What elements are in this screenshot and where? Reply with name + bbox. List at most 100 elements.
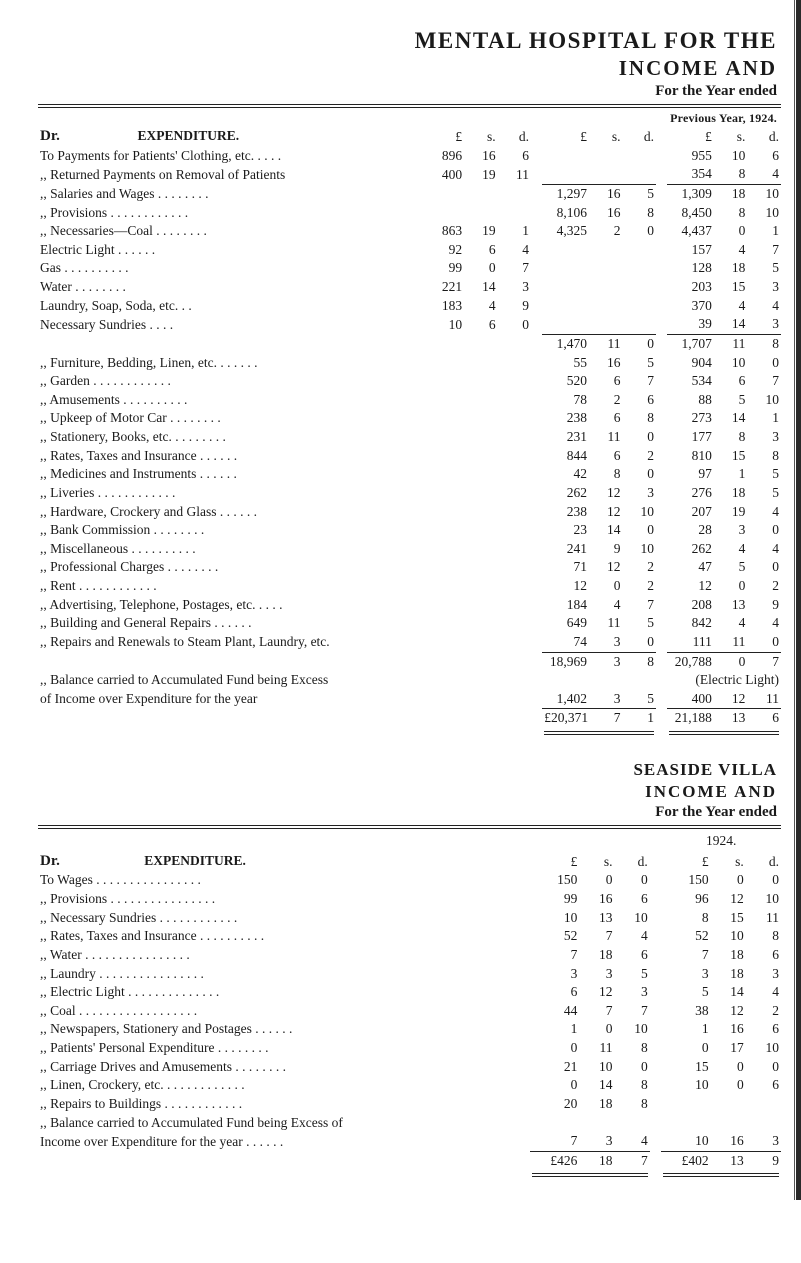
- seaside-header-row: Dr. EXPENDITURE. £ s. d. £ s. d.: [38, 851, 781, 872]
- cell: 5: [622, 354, 655, 373]
- cell: £402: [661, 1152, 710, 1171]
- cell: 3: [661, 965, 710, 984]
- table-row: ,, Stationery, Books, etc. . . . . . . .…: [38, 428, 781, 447]
- cell: 203: [667, 278, 714, 297]
- cell: 7: [622, 596, 655, 615]
- table-row: Electric Light . . . . . .926415747: [38, 241, 781, 260]
- cell: [589, 315, 622, 334]
- table-row: Income over Expenditure for the year . .…: [38, 1132, 781, 1151]
- cell: 5: [615, 965, 650, 984]
- cell: 16: [589, 204, 622, 223]
- cell: [622, 241, 655, 260]
- cell: 16: [711, 1020, 746, 1039]
- cell: 6: [747, 709, 781, 728]
- cell: 0: [615, 1058, 650, 1077]
- cell: 18: [714, 484, 747, 503]
- cell: 0: [579, 1020, 614, 1039]
- hdr: £: [661, 851, 710, 872]
- cell: 0: [615, 871, 650, 890]
- cell: 14: [714, 409, 747, 428]
- cell: 111: [667, 633, 714, 652]
- cell: [589, 241, 622, 260]
- ledger-top: Dr. EXPENDITURE. £ s. d. £ s. d. £ s. d.…: [38, 126, 781, 738]
- page-subtitle: For the Year ended: [38, 83, 777, 100]
- cell: 7: [615, 1152, 650, 1171]
- cell: 221: [417, 278, 464, 297]
- balance-row-2: of Income over Expenditure for the year …: [38, 690, 781, 709]
- cell: [530, 1114, 579, 1133]
- cell: ,, Rates, Taxes and Insurance . . . . . …: [38, 927, 530, 946]
- cell: 17: [711, 1039, 746, 1058]
- cell: [711, 1095, 746, 1114]
- cell: 12: [589, 558, 622, 577]
- cell: [464, 204, 497, 223]
- cell: ,, Medicines and Instruments . . . . . .: [38, 465, 531, 484]
- cell: 2: [622, 558, 655, 577]
- cell: 16: [589, 185, 622, 204]
- table-row: ,, Necessary Sundries . . . . . . . . . …: [38, 909, 781, 928]
- cell: 3: [622, 484, 655, 503]
- cell: 19: [464, 165, 497, 184]
- cell: ,, Rent . . . . . . . . . . . .: [38, 577, 531, 596]
- cell: [498, 204, 531, 223]
- cell: 400: [417, 165, 464, 184]
- cell: 3: [589, 690, 622, 709]
- cell: 10: [530, 909, 579, 928]
- cell: 3: [579, 965, 614, 984]
- cell: 238: [542, 409, 589, 428]
- cell: 10: [661, 1132, 710, 1151]
- cell: 400: [667, 690, 714, 709]
- cell: 10: [747, 185, 781, 204]
- cell: 6: [464, 315, 497, 334]
- cell: ,, Newspapers, Stationery and Postages .…: [38, 1020, 530, 1039]
- page-title-1: MENTAL HOSPITAL FOR THE: [38, 28, 777, 54]
- cell: 4: [714, 241, 747, 260]
- cell: 2: [589, 222, 622, 241]
- cell: 4,325: [542, 222, 589, 241]
- cell: 276: [667, 484, 714, 503]
- cell: 7: [579, 1002, 614, 1021]
- cell: 4,437: [667, 222, 714, 241]
- cell: 904: [667, 354, 714, 373]
- cell: 9: [498, 297, 531, 316]
- cell: 0: [714, 577, 747, 596]
- cell: [615, 1114, 650, 1133]
- balance-row-1: ,, Balance carried to Accumulated Fund b…: [38, 671, 781, 690]
- cell: 10: [746, 890, 781, 909]
- cell: 7: [589, 709, 622, 728]
- cell: 1: [714, 465, 747, 484]
- cell: 8: [747, 447, 781, 466]
- hdr-a-d: d.: [498, 126, 531, 147]
- table-row: ,, Amusements . . . . . . . . . .7826885…: [38, 391, 781, 410]
- cell: 8: [714, 428, 747, 447]
- table-row: ,, Garden . . . . . . . . . . . .5206753…: [38, 372, 781, 391]
- table-row: ,, Rates, Taxes and Insurance . . . . . …: [38, 927, 781, 946]
- cell: 4: [615, 927, 650, 946]
- table-row: ,, Provisions . . . . . . . . . . . . . …: [38, 890, 781, 909]
- cell: ,, Advertising, Telephone, Postages, etc…: [38, 596, 531, 615]
- cell: 0: [589, 577, 622, 596]
- cell: 10: [711, 927, 746, 946]
- cell: 810: [667, 447, 714, 466]
- cell: ,, Provisions . . . . . . . . . . . . . …: [38, 890, 530, 909]
- cell: 13: [714, 596, 747, 615]
- cell: ,, Liveries . . . . . . . . . . . .: [38, 484, 531, 503]
- cell: 6: [589, 447, 622, 466]
- hdr-b-s: s.: [589, 126, 622, 147]
- table-row: Laundry, Soap, Soda, etc. . .1834937044: [38, 297, 781, 316]
- cell: 18: [714, 259, 747, 278]
- cell: 0: [714, 653, 747, 672]
- cell: 10: [746, 1039, 781, 1058]
- table-row: ,, Miscellaneous . . . . . . . . . .2419…: [38, 540, 781, 559]
- cell: 10: [661, 1076, 710, 1095]
- cell: 5: [714, 391, 747, 410]
- cell: 71: [542, 558, 589, 577]
- table-row: ,, Returned Payments on Removal of Patie…: [38, 165, 781, 184]
- cell: ,, Furniture, Bedding, Linen, etc. . . .…: [38, 354, 531, 373]
- cell: [711, 1114, 746, 1133]
- cell: ,, Linen, Crockery, etc. . . . . . . . .…: [38, 1076, 530, 1095]
- cell: 11: [747, 690, 781, 709]
- cell: 10: [417, 315, 464, 334]
- cell: [661, 1095, 710, 1114]
- cell: [542, 259, 589, 278]
